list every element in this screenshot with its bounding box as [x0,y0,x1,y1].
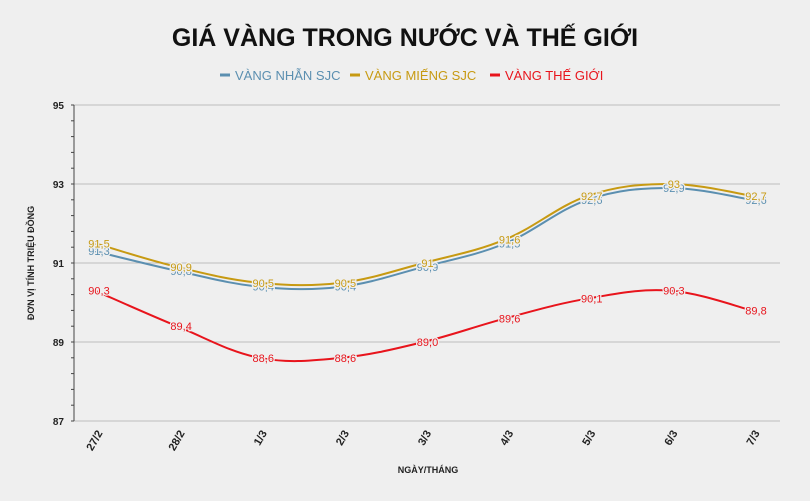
y-tick-label: 91 [53,259,65,270]
data-label: 90,3 [663,286,684,298]
data-label: 92,7 [745,191,766,203]
series-lines [94,182,753,363]
x-tick-label: 1/3 [252,429,270,448]
data-label: 91,3 [88,246,109,258]
x-tick-label: 28/2 [167,429,188,454]
data-label: 89,8 [745,305,766,317]
data-label: 92,6 [581,195,602,207]
data-label: 90,4 [253,282,274,294]
legend-entry: VÀNG THẾ GIỚI [505,68,603,83]
y-tick-label: 89 [53,338,65,349]
data-label: 90,9 [170,262,191,274]
data-label: 90,3 [88,286,109,298]
data-label: 88,6 [253,353,274,365]
data-label: 90,9 [417,262,438,274]
legend-entry: VÀNG NHẪN SJC [235,68,340,83]
data-label: 88,6 [335,353,356,365]
x-axis-label: NGÀY/THÁNG [398,465,459,475]
x-axis-ticks: 27/2 28/2 1/3 2/3 3/3 4/3 5/3 6/3 7/3 [84,429,762,454]
y-axis-ticks: 87 89 91 93 95 [53,101,65,428]
data-label: 90,5 [253,278,274,290]
x-tick-label: 7/3 [745,429,763,448]
data-label: 92,9 [663,183,684,195]
data-label: 90,1 [581,294,602,306]
data-label: 91,5 [499,238,520,250]
data-label: 89,0 [417,337,438,349]
x-tick-label: 2/3 [334,429,352,448]
x-tick-label: 3/3 [416,429,434,448]
data-label: 90,4 [335,282,356,294]
legend-entry: VÀNG MIẾNG SJC [365,68,476,83]
data-labels: 91,3 90,8 90,4 90,4 90,9 91,5 92,6 92,9 92,6 91,5… [87,178,768,366]
legend: VÀNG NHẪN SJC VÀNG MIẾNG SJC VÀNG THẾ GIỚI [220,68,603,83]
data-label: 92,6 [745,195,766,207]
series-line-2 [94,289,753,363]
data-label: 91,6 [499,234,520,246]
data-label: 91 [421,258,433,270]
data-label: 91,5 [88,238,109,250]
data-label: 93 [668,179,680,191]
y-tick-label: 95 [53,101,65,112]
x-tick-label: 5/3 [580,429,598,448]
data-label: 92,7 [581,191,602,203]
x-tick-label: 6/3 [662,429,680,448]
y-axis-label: ĐƠN VỊ TÍNH TRIỆU ĐỒNG [25,206,36,320]
x-tick-label: 27/2 [84,429,105,454]
x-tick-label: 4/3 [498,429,516,448]
data-label: 90,8 [170,266,191,278]
data-label: 89,4 [170,321,191,333]
chart-title: GIÁ VÀNG TRONG NƯỚC VÀ THẾ GIỚI [172,22,638,52]
y-tick-label: 93 [53,180,65,191]
y-tick-label: 87 [53,417,65,428]
data-label: 90,5 [335,278,356,290]
data-label: 89,6 [499,313,520,325]
